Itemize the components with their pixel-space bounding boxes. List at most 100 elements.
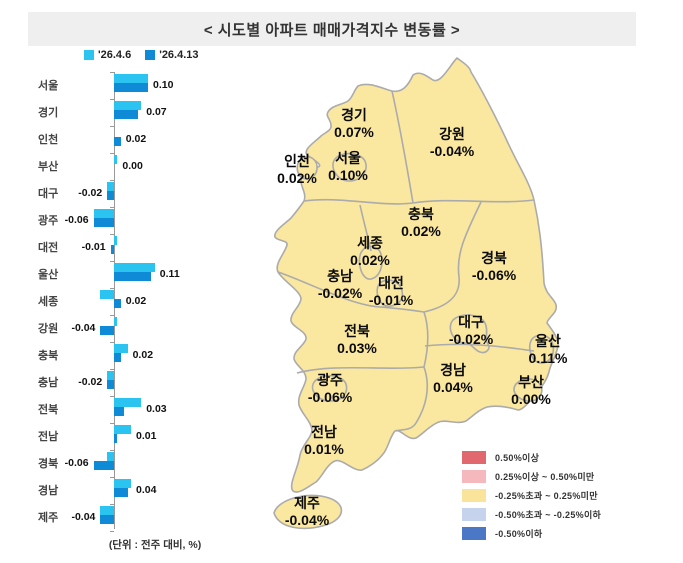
axis-tick xyxy=(110,288,114,289)
map-region-value: -0.04% xyxy=(429,143,475,159)
bar-curr-경북 xyxy=(94,461,114,470)
legend-label-curr: '26.4.13 xyxy=(159,49,199,61)
map-jeju-island xyxy=(273,494,343,530)
map-region-name: 제주 xyxy=(294,495,320,511)
map-legend-row: 0.25%이상 ~ 0.50%미만 xyxy=(462,467,601,486)
bar-category-label: 서울 xyxy=(38,80,59,92)
bar-row-경북: 경북 -0.06 xyxy=(30,448,260,475)
bar-curr-광주 xyxy=(94,218,114,227)
bar-value-label: 0.04 xyxy=(136,484,157,496)
map-region-name: 충북 xyxy=(408,206,434,222)
bar-category-label: 인천 xyxy=(38,134,59,146)
bar-category-label: 전북 xyxy=(38,404,59,416)
bar-value-label: 0.00 xyxy=(122,160,143,172)
axis-tick xyxy=(110,99,114,100)
map-province-busan xyxy=(513,378,543,402)
map-region-name: 부산 xyxy=(518,374,544,390)
bar-value-label: -0.04 xyxy=(71,511,96,523)
bar-curr-서울 xyxy=(114,83,148,92)
border-chungnam-chungbuk xyxy=(359,204,372,252)
bar-category-label: 부산 xyxy=(38,161,59,173)
bar-value-label: -0.06 xyxy=(64,214,89,226)
map-region-label-세종: 세종 0.02% xyxy=(350,235,390,269)
bar-curr-충북 xyxy=(114,353,121,362)
axis-tick xyxy=(110,126,114,127)
bar-prev-울산 xyxy=(114,263,155,272)
map-region-label-전북: 전북 0.03% xyxy=(337,323,377,357)
axis-tick xyxy=(110,207,114,208)
map-legend-label: -0.50%이하 xyxy=(495,529,543,539)
map-region-label-경북: 경북 -0.06% xyxy=(472,250,516,284)
bar-row-강원: 강원 -0.04 xyxy=(30,313,260,340)
bar-value-label: -0.02 xyxy=(78,187,103,199)
map-legend: 0.50%이상 0.25%이상 ~ 0.50%미만 -0.25%초과 ~ 0.25%… xyxy=(462,448,601,543)
bar-row-전남: 전남 0.01 xyxy=(30,421,260,448)
map-region-name: 경남 xyxy=(440,362,466,378)
bar-value-label: 0.11 xyxy=(159,268,180,280)
map-region-label-경기: 경기 0.07% xyxy=(334,107,374,141)
bar-row-제주: 제주 -0.04 xyxy=(30,502,260,529)
bar-category-label: 경북 xyxy=(38,458,59,470)
bar-curr-경기 xyxy=(114,110,138,119)
axis-tick xyxy=(110,180,114,181)
map-region-name: 전남 xyxy=(311,424,337,440)
map-region-name: 경기 xyxy=(341,107,367,123)
bar-category-label: 광주 xyxy=(38,215,59,227)
map-region-name: 전북 xyxy=(344,323,370,339)
border-chungnam-jeonbuk xyxy=(277,271,425,313)
border-jeonnam-gyeongnam xyxy=(395,366,428,432)
map-region-label-서울: 서울 0.10% xyxy=(328,150,368,184)
map-region-value: 0.00% xyxy=(511,391,551,407)
axis-tick xyxy=(110,477,114,478)
bar-category-label: 경기 xyxy=(38,107,59,119)
map-region-label-광주: 광주 -0.06% xyxy=(308,372,352,406)
map-region-name: 세종 xyxy=(357,235,383,251)
legend-item-prev: '26.4.6 xyxy=(84,49,131,61)
border-gyeonggi-south xyxy=(303,198,414,205)
map-legend-label: -0.50%초과 ~ -0.25%이하 xyxy=(495,510,602,520)
bar-row-대구: 대구 -0.02 xyxy=(30,178,260,205)
bar-curr-전북 xyxy=(114,407,124,416)
map-region-name: 광주 xyxy=(317,372,343,388)
bar-curr-세종 xyxy=(114,299,121,308)
map-province-sejong xyxy=(358,245,383,280)
map-legend-label: 0.50%이상 xyxy=(495,453,540,463)
map-region-label-경남: 경남 0.04% xyxy=(433,362,473,396)
map-region-name: 대전 xyxy=(378,275,404,291)
axis-tick xyxy=(110,504,114,505)
map-region-value: 0.11% xyxy=(528,350,568,366)
bar-value-label: 0.02 xyxy=(125,133,147,145)
bar-prev-경기 xyxy=(114,101,141,110)
map-province-daegu xyxy=(449,314,490,354)
map-region-name: 충남 xyxy=(327,268,353,284)
bar-prev-전북 xyxy=(114,398,141,407)
bar-prev-경남 xyxy=(114,479,131,488)
map-region-label-울산: 울산 0.11% xyxy=(529,333,568,367)
bar-value-label: -0.04 xyxy=(71,322,96,334)
bar-value-label: -0.01 xyxy=(81,241,106,253)
title-bar: < 시도별 아파트 매매가격지수 변동률 > xyxy=(28,12,636,46)
map-province-gwangju xyxy=(311,374,348,402)
map-region-value: -0.06% xyxy=(471,267,517,283)
map-legend-swatch-icon xyxy=(462,489,486,502)
border-gyeongbuk-gyeongnam xyxy=(424,343,535,352)
map-region-name: 울산 xyxy=(535,333,561,349)
map-province-seoul xyxy=(332,152,367,182)
bar-category-label: 충북 xyxy=(38,350,59,362)
bar-curr-강원 xyxy=(100,326,114,335)
bar-value-label: 0.03 xyxy=(146,403,167,415)
bar-value-label: 0.07 xyxy=(146,106,167,118)
bar-curr-대전 xyxy=(111,245,114,254)
bar-category-label: 제주 xyxy=(38,512,59,524)
map-region-value: 0.07% xyxy=(334,124,374,140)
bar-row-서울: 서울 0.10 xyxy=(30,70,260,97)
bar-row-인천: 인천 0.02 xyxy=(30,124,260,151)
map-region-value: -0.06% xyxy=(307,389,353,405)
page-title: < 시도별 아파트 매매가격지수 변동률 > xyxy=(203,21,461,39)
axis-tick xyxy=(110,342,114,343)
bar-chart: 서울 0.10 경기 0.07 인천 0.02 부산 0.00 대구 -0.02 광주 -0.06 대전… xyxy=(30,70,260,532)
bar-value-label: 0.01 xyxy=(136,430,157,442)
map-region-label-강원: 강원 -0.04% xyxy=(430,126,474,160)
legend-label-prev: '26.4.6 xyxy=(98,49,132,61)
bar-row-울산: 울산 0.11 xyxy=(30,259,260,286)
